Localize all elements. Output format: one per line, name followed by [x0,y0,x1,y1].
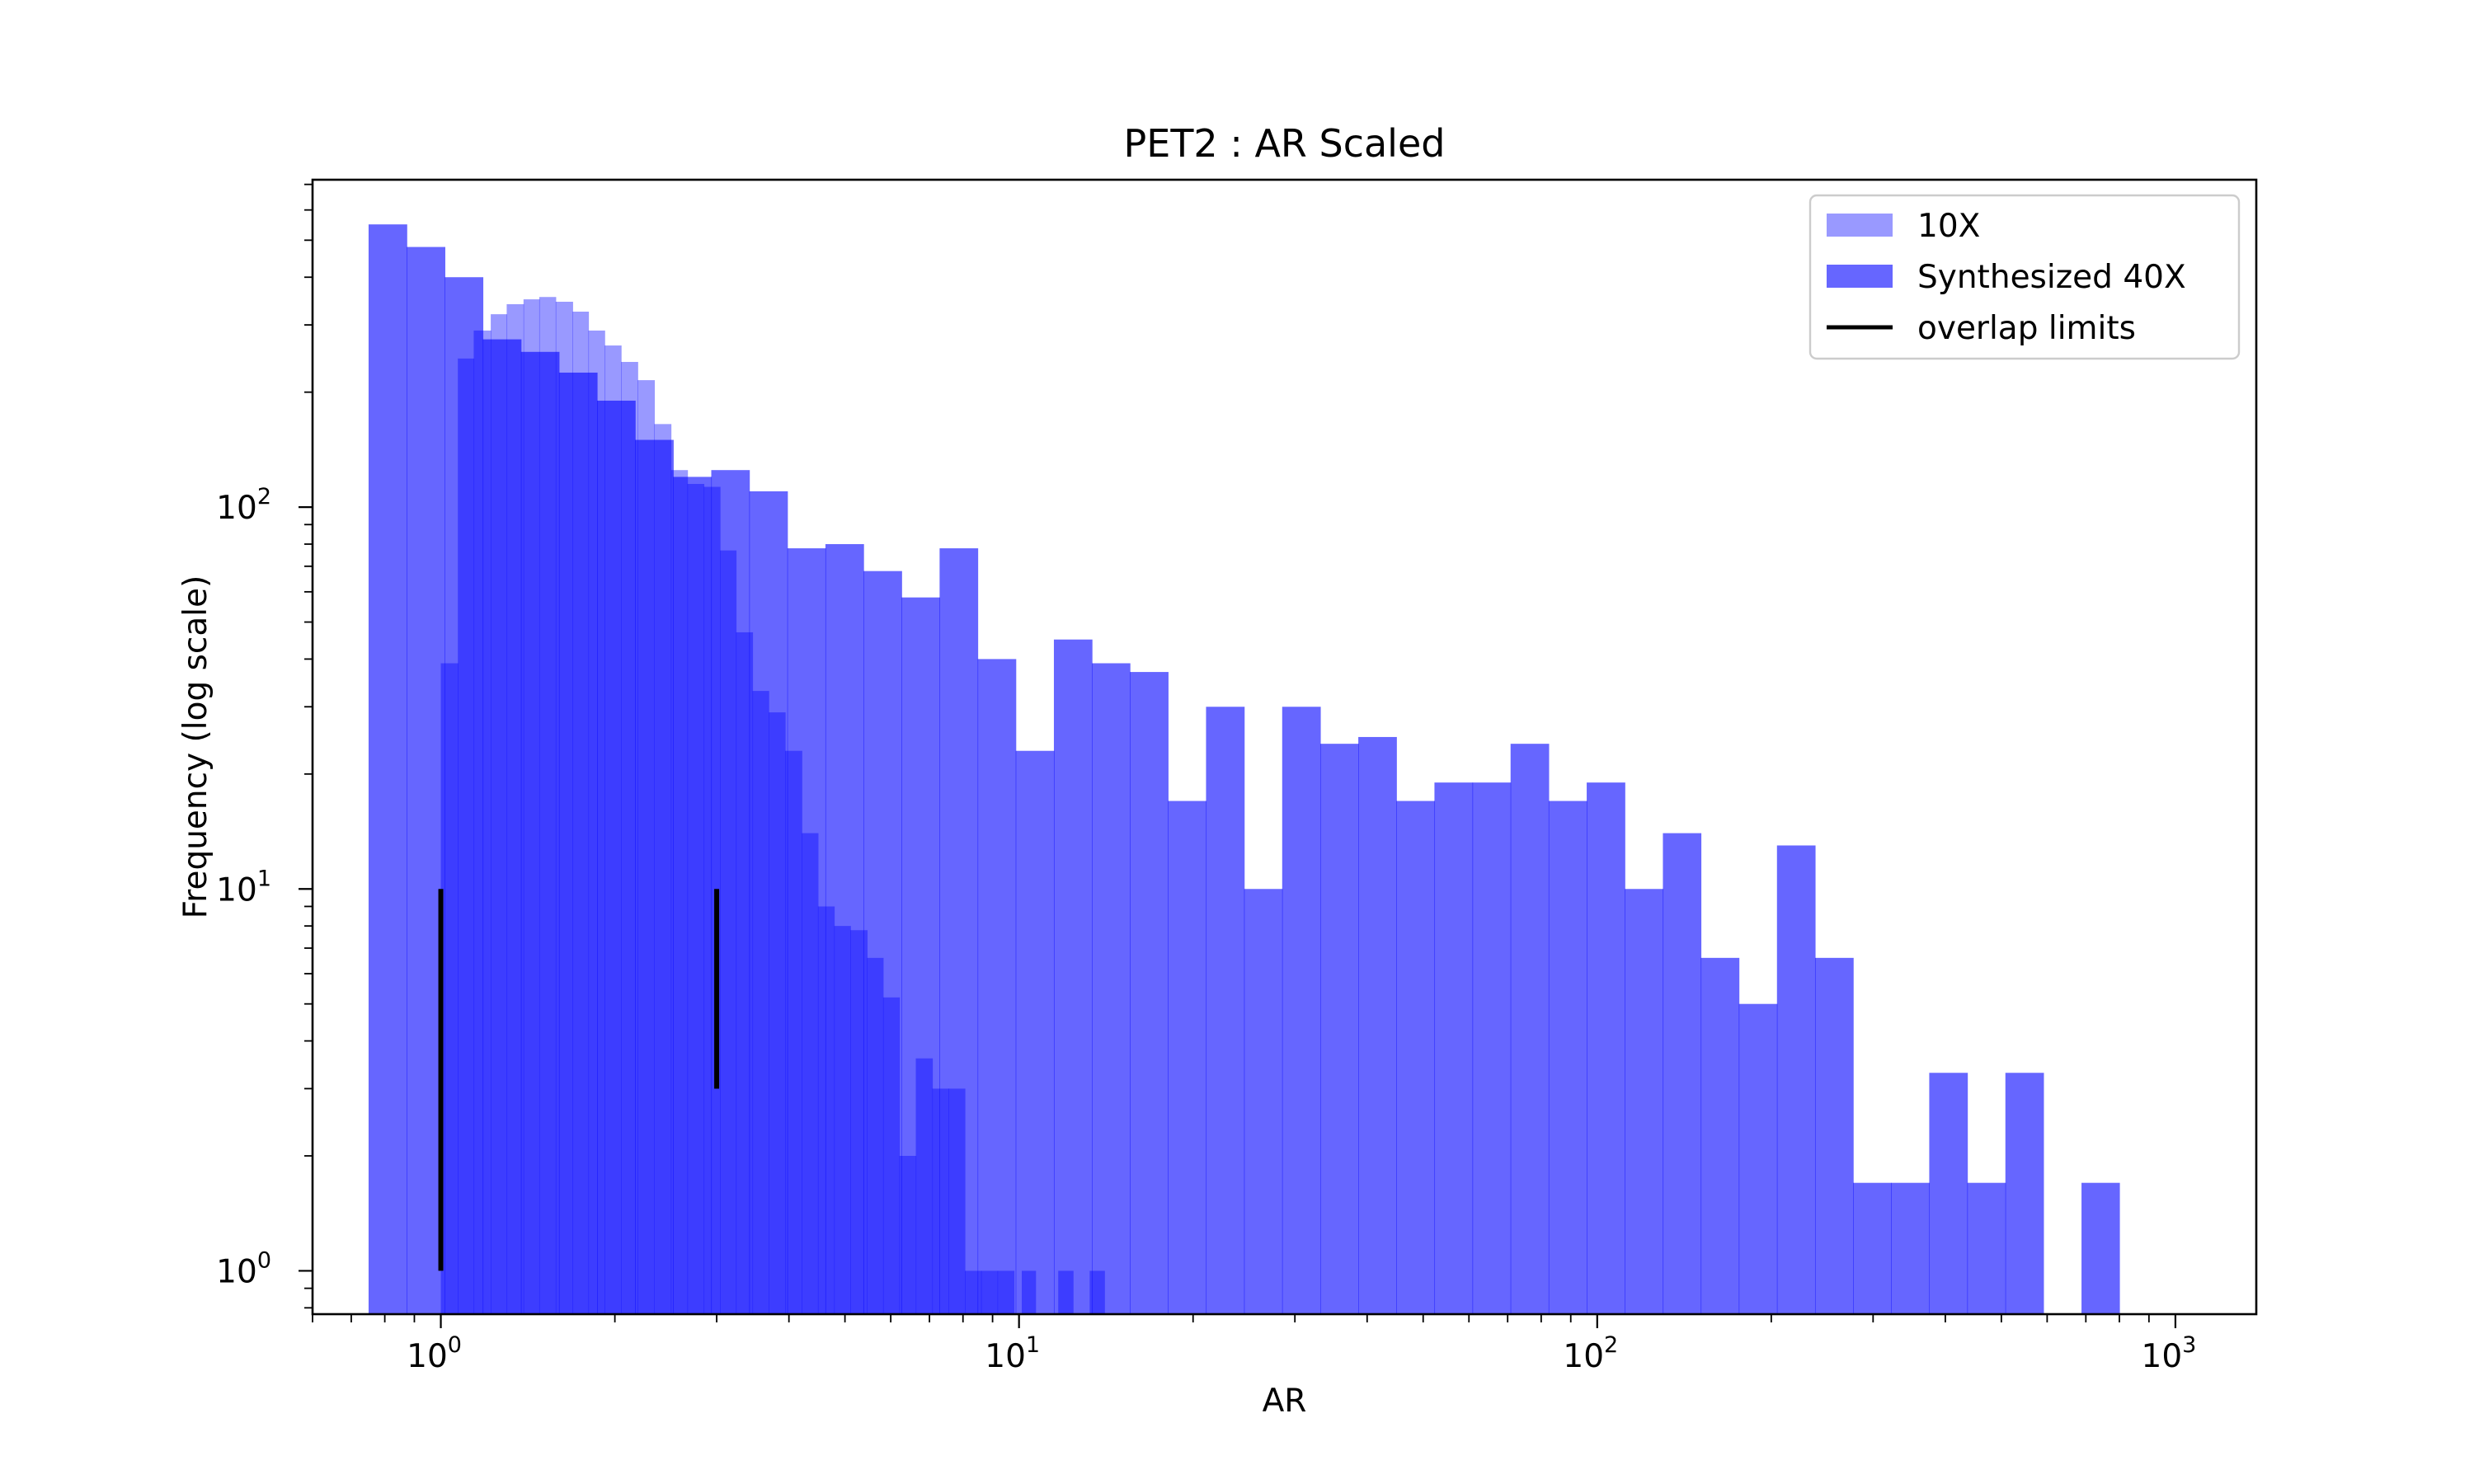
histogram-bar [673,477,713,1314]
x-axis-label: AR [1263,1383,1307,1420]
histogram-bar [1738,1003,1778,1314]
histogram-bar [1700,957,1740,1314]
histogram-bar [1282,707,1321,1314]
histogram-bar [2081,1182,2120,1314]
histogram-bar [1130,672,1169,1314]
legend-label: 10X [1917,208,1980,245]
legend-label: overlap limits [1917,310,2136,347]
histogram-bar [1358,736,1397,1314]
x-tick-label: 102 [1563,1332,1618,1375]
legend: 10X Synthesized 40X overlap limits [1808,194,2241,360]
histogram-bar [787,548,826,1314]
legend-entry: 10X [1827,208,1980,245]
histogram-bar [1092,663,1131,1314]
histogram-bar [1319,744,1359,1314]
histogram-bar [444,277,484,1314]
plot-frame [311,178,2258,1316]
histogram-bar [2005,1073,2044,1314]
histogram-bar [901,597,940,1314]
histogram-bar [1853,1182,1892,1314]
histogram-bar [1244,889,1283,1314]
series-synthesized-40x [368,224,2120,1314]
histogram-bar [1967,1182,2006,1314]
histogram-bar [1891,1182,1931,1314]
histogram-bar [635,439,674,1314]
legend-entry: overlap limits [1827,310,2136,347]
overlap-limits-layer [438,889,720,1271]
legend-swatch [1827,265,1893,288]
chart-title: PET2 : AR Scaled [1124,121,1446,166]
histogram-bar [1434,782,1474,1314]
histogram-bar [1625,889,1664,1314]
histogram-bar [1510,744,1550,1314]
histogram-bar [1814,957,1854,1314]
histogram-bar [863,571,902,1314]
legend-entry: Synthesized 40X [1827,259,2186,296]
histogram-bar [1168,801,1207,1314]
legend-box [1808,194,2241,360]
histogram-bar [482,339,522,1314]
histogram-bar [749,491,788,1314]
y-axis-label: Frequency (log scale) [177,575,214,919]
histogram-bar [520,351,560,1314]
legend-label: Synthesized 40X [1917,259,2186,296]
histogram-bar [1472,782,1512,1314]
histogram-bar [1548,801,1587,1314]
histogram-bar [977,659,1017,1314]
bars-layer [368,224,2120,1314]
histogram-bar [1206,707,1245,1314]
histogram-bar [1776,845,1816,1314]
histogram-bar [1663,833,1702,1314]
histogram-bar [939,548,979,1314]
histogram-bar [1015,750,1055,1314]
histogram-bar [1929,1073,1968,1314]
histogram-bar [1587,782,1625,1314]
histogram-bar [368,224,407,1314]
histogram-bar [558,372,598,1314]
histogram-bar [825,543,864,1314]
histogram-bar [597,400,636,1314]
histogram-bar [1053,639,1093,1314]
legend-swatch [1827,214,1893,237]
histogram-bar [1396,801,1436,1314]
